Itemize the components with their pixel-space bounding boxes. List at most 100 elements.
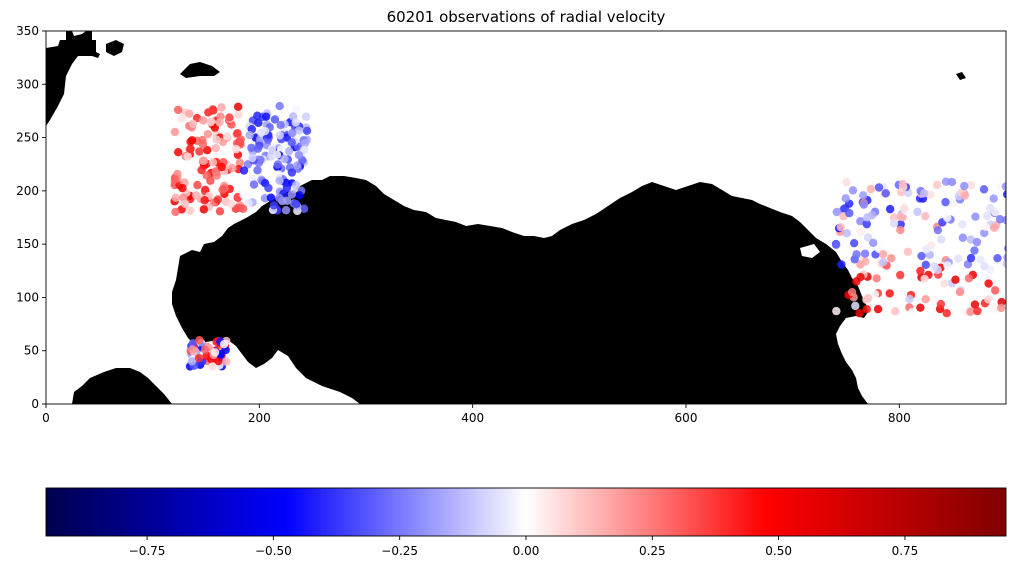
observation-point	[273, 160, 283, 169]
observation-point	[917, 251, 926, 261]
observation-point	[951, 275, 960, 284]
observation-point	[188, 345, 197, 354]
observation-point	[292, 180, 301, 190]
observation-point	[177, 114, 186, 123]
observation-point	[971, 212, 980, 221]
observation-point	[861, 257, 870, 266]
observation-point	[222, 132, 232, 141]
observation-point	[841, 194, 850, 203]
island	[254, 372, 286, 396]
observation-point	[267, 144, 277, 154]
water-mask	[956, 72, 966, 80]
observation-point	[885, 289, 894, 298]
observation-point	[217, 162, 226, 172]
observation-point	[1009, 275, 1016, 283]
colorbar-tick-label: 0.00	[513, 544, 540, 558]
observation-point	[941, 197, 950, 207]
observation-point	[288, 128, 297, 138]
observation-point	[832, 306, 841, 316]
x-tick-label: 0	[42, 411, 50, 425]
water-mask	[72, 368, 172, 404]
colorbar-tick-label: −0.25	[381, 544, 418, 558]
observation-point	[171, 207, 180, 217]
observation-point	[253, 166, 262, 175]
observation-point	[921, 260, 931, 270]
observation-point	[970, 300, 980, 309]
observation-point	[896, 270, 905, 280]
observation-point	[982, 211, 992, 221]
x-tick-label: 600	[675, 411, 698, 425]
observation-point	[208, 362, 217, 371]
observation-point	[933, 225, 943, 235]
observation-point	[879, 257, 888, 267]
observation-point	[942, 308, 951, 318]
observation-point	[199, 205, 209, 214]
colorbar-axis: −0.75 −0.50 −0.25 0.00 0.25 0.50 0.75	[129, 536, 918, 558]
colorbar-tick-label: 0.50	[765, 544, 792, 558]
observation-point	[188, 339, 198, 348]
observation-point	[235, 158, 245, 168]
observation-point	[287, 138, 296, 147]
observation-point	[855, 309, 864, 318]
observation-point	[870, 290, 880, 299]
observation-point	[199, 156, 209, 165]
observation-point	[192, 191, 201, 200]
observation-point	[866, 184, 876, 194]
observation-point	[851, 301, 860, 311]
observation-point	[267, 151, 276, 161]
observation-point	[859, 200, 869, 209]
observation-point	[291, 118, 301, 127]
observation-point	[232, 144, 241, 154]
observation-point	[860, 249, 870, 258]
observation-point	[898, 179, 908, 189]
observation-point	[1012, 250, 1016, 258]
observation-point	[1007, 292, 1015, 300]
y-tick-label: 50	[24, 344, 39, 358]
observation-point	[275, 131, 284, 140]
observation-point	[932, 180, 942, 190]
y-tick-label: 150	[16, 237, 39, 251]
observation-point	[905, 294, 914, 304]
observation-point	[984, 279, 993, 288]
observation-point	[248, 153, 257, 163]
observation-point	[244, 198, 253, 208]
x-tick-label: 800	[888, 411, 911, 425]
observation-point	[881, 189, 890, 198]
observation-point	[281, 206, 291, 215]
observation-point	[193, 180, 202, 190]
observation-point	[922, 245, 931, 254]
observation-point	[222, 357, 231, 366]
observation-point	[966, 181, 976, 190]
observation-point	[214, 356, 223, 366]
observation-point	[986, 204, 995, 213]
observation-point	[878, 250, 888, 259]
observation-point	[1004, 244, 1006, 252]
observation-point	[831, 240, 841, 249]
observation-point	[913, 207, 922, 217]
observation-point	[943, 261, 952, 270]
observation-point	[847, 287, 857, 297]
observation-point	[195, 147, 204, 156]
observation-point	[187, 357, 197, 366]
observation-point	[198, 140, 208, 149]
water-mask	[172, 176, 868, 404]
observation-point	[1002, 190, 1006, 199]
observation-point	[275, 193, 284, 203]
observation-point	[208, 158, 218, 167]
observation-point	[270, 115, 280, 124]
observation-point	[889, 219, 899, 228]
observation-point	[1001, 182, 1006, 191]
observation-point	[203, 145, 212, 155]
observation-point	[287, 168, 297, 177]
observation-point	[862, 219, 871, 229]
observation-point	[907, 308, 917, 317]
observation-point	[291, 199, 301, 209]
observation-point	[896, 212, 906, 222]
observation-point	[215, 118, 224, 127]
observation-point	[996, 303, 1006, 313]
observation-point	[293, 161, 302, 170]
observation-point	[940, 279, 949, 288]
x-tick-label: 200	[248, 411, 271, 425]
observation-point	[930, 262, 939, 271]
